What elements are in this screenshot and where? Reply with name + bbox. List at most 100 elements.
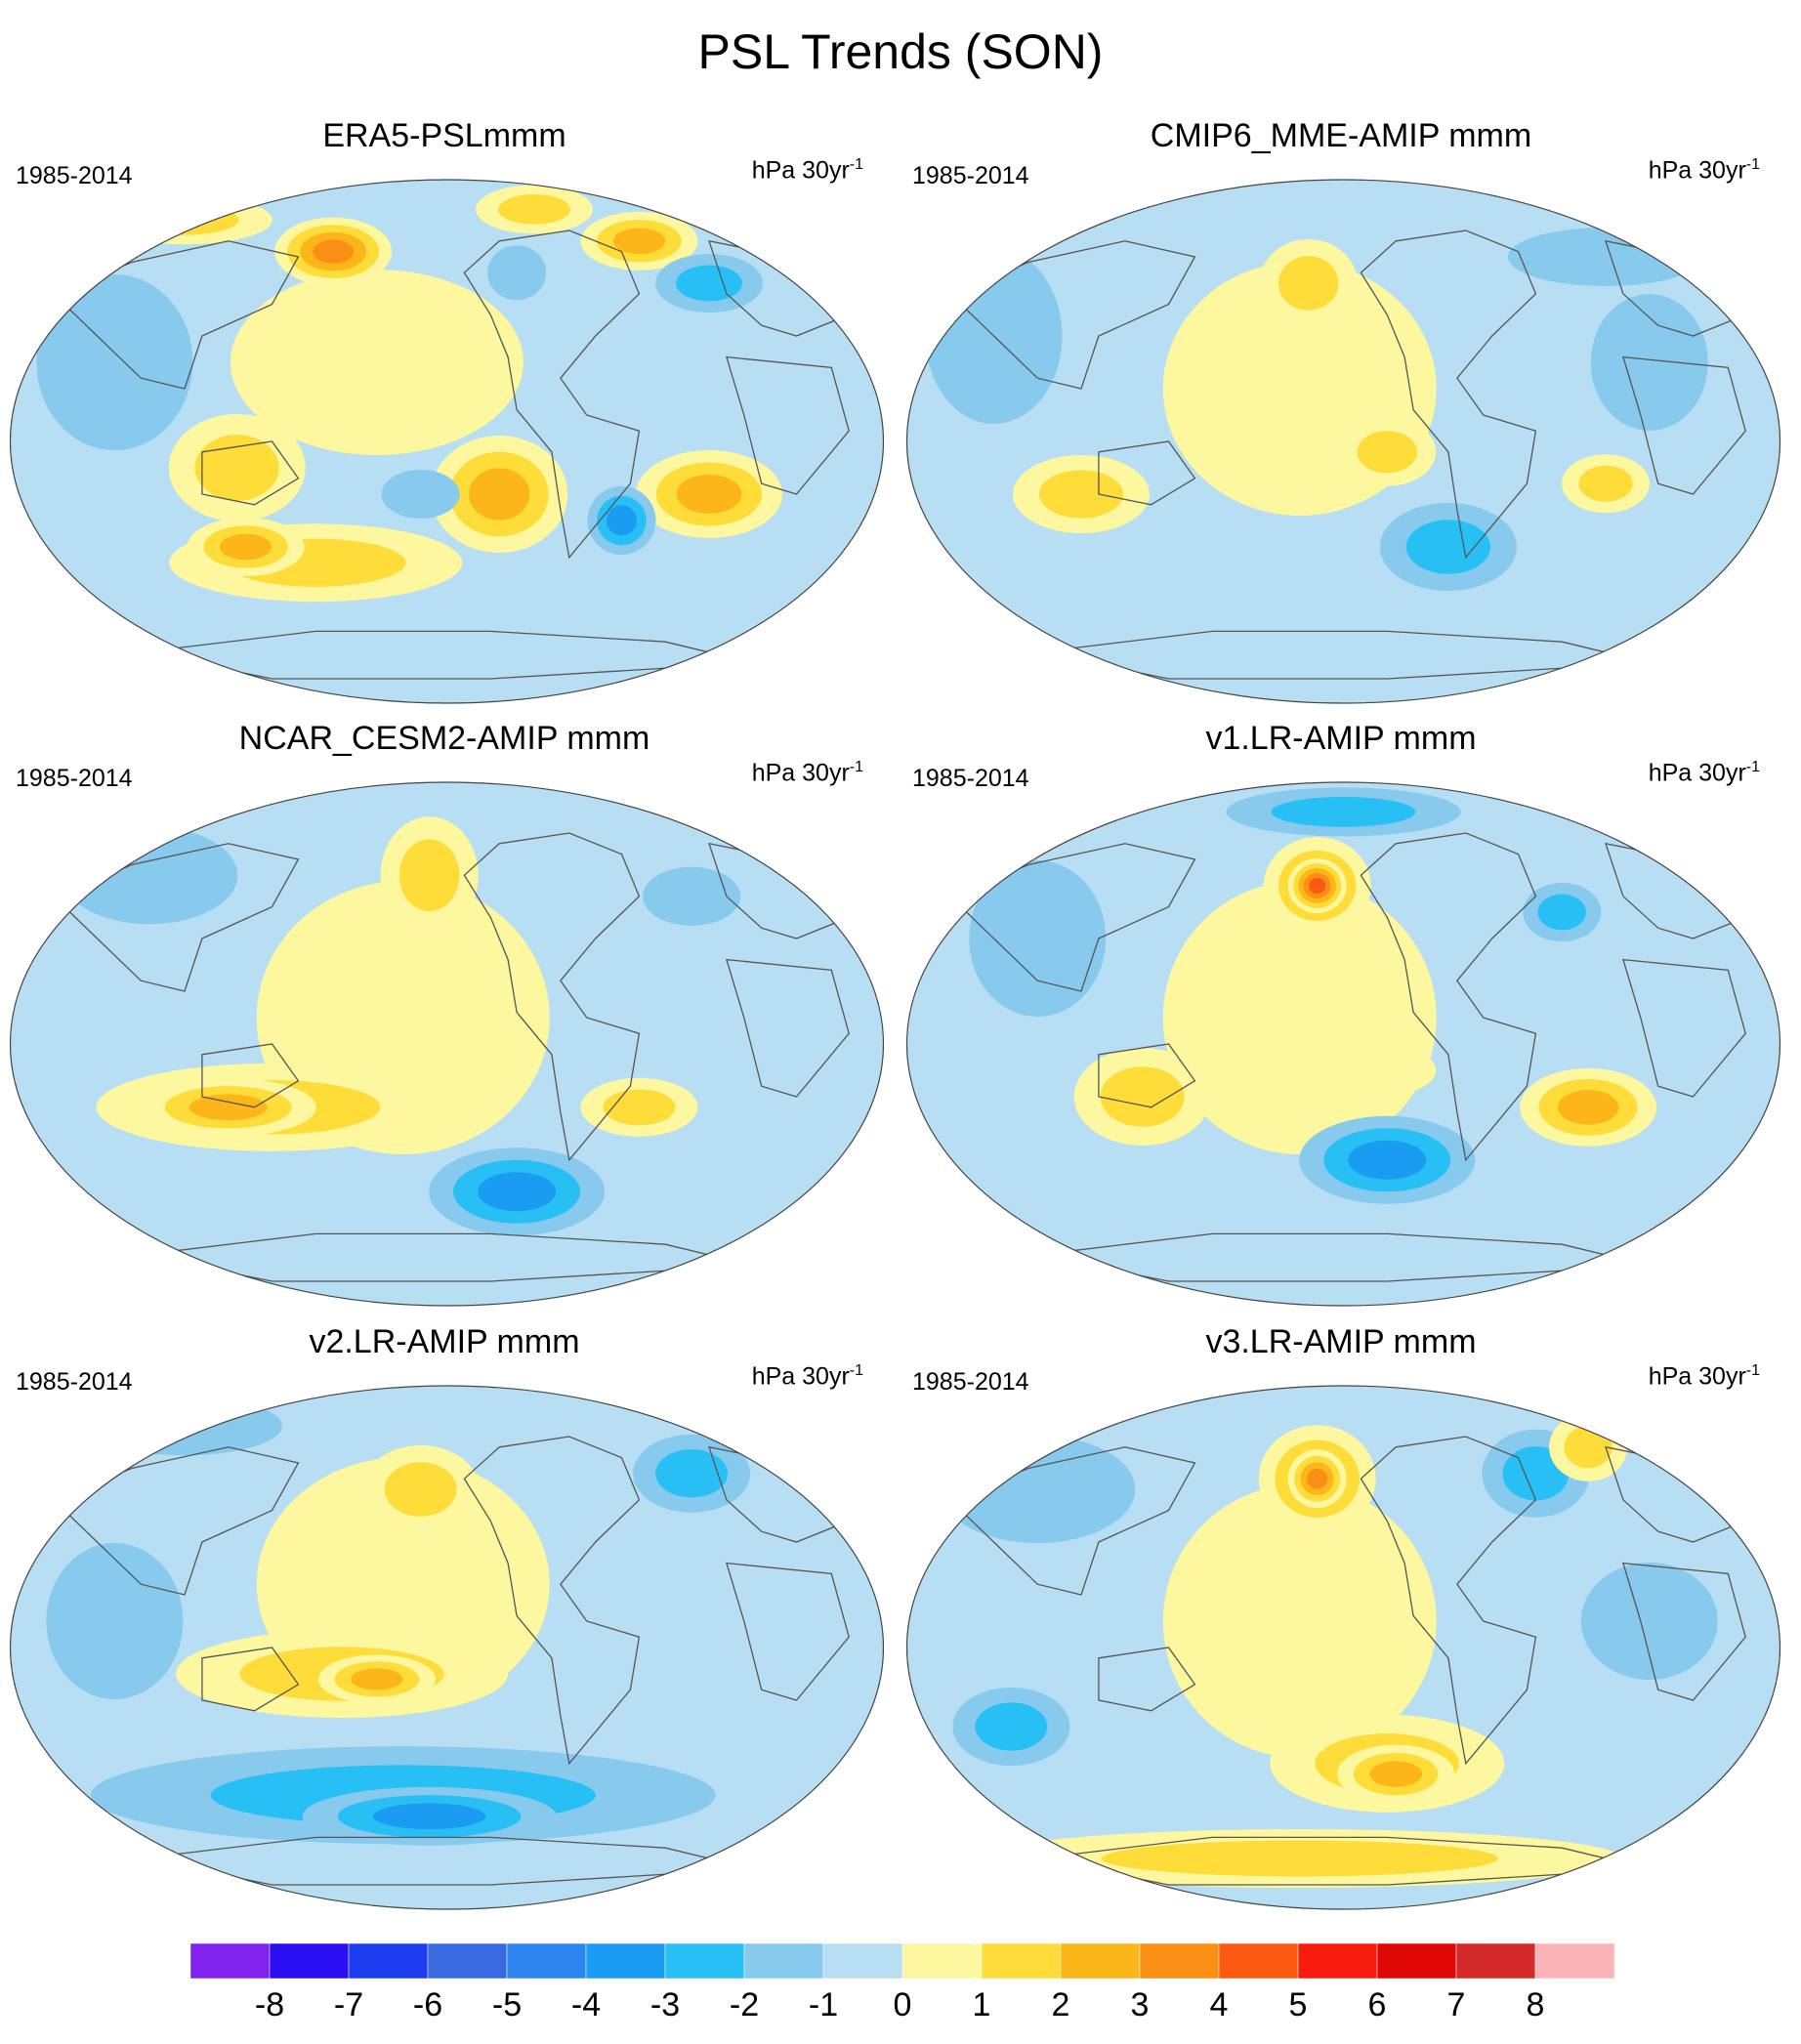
colorbar-box-4 <box>506 1943 587 1980</box>
coastline-3 <box>725 355 850 495</box>
map-panel-4: v1.LR-AMIP mmm 1985-2014 hPa 30yr-1 <box>897 720 1785 1307</box>
panel-title: ERA5-PSLmmm <box>322 117 566 154</box>
coastline-2 <box>948 843 1196 992</box>
trend-contour-6-1 <box>62 826 238 925</box>
panel-units-text: hPa 30yr <box>1648 156 1746 185</box>
colorbar-tick-label: -1 <box>808 1986 839 2023</box>
trend-contour-7-1 <box>87 1397 282 1456</box>
map-border <box>10 179 884 704</box>
trend-contour-12-1 <box>487 245 547 301</box>
coastline-0 <box>1360 832 1537 1162</box>
coastline-2 <box>948 240 1196 390</box>
coastline-0 <box>463 832 641 1162</box>
panel-title: v2.LR-AMIP mmm <box>309 1323 580 1360</box>
panel-units-exponent: -1 <box>849 759 863 775</box>
map-plot <box>906 781 1780 1307</box>
panel-units-exponent: -1 <box>1745 1362 1760 1379</box>
trend-contour-7-2 <box>1537 894 1586 931</box>
trend-contour-3-3 <box>351 1668 403 1690</box>
coastline-4 <box>201 1647 300 1712</box>
trend-contour-8-1 <box>969 860 1107 1017</box>
panel-period: 1985-2014 <box>16 765 133 792</box>
colorbar-tick-label: 7 <box>1446 1986 1466 2023</box>
panel-period: 1985-2014 <box>912 1368 1029 1396</box>
trend-contour-1-2 <box>1277 256 1339 311</box>
colorbar-box-0 <box>190 1943 271 1980</box>
panel-period: 1985-2014 <box>16 162 133 189</box>
panel-units-text: hPa 30yr <box>1648 759 1746 787</box>
trend-contour-4-3 <box>1369 1761 1422 1787</box>
coastline-3 <box>725 1562 850 1701</box>
trend-contour-1-3 <box>469 468 530 521</box>
colorbar-box-16 <box>1455 1943 1536 1980</box>
map-panel-1: ERA5-PSLmmm 1985-2014 hPa 30yr-1 <box>0 117 889 704</box>
colorbar-box-6 <box>664 1943 745 1980</box>
trend-contour-6-2 <box>1271 797 1416 827</box>
panel-units: hPa 30yr-1 <box>1649 1362 1760 1391</box>
colorbar-tick-label: 2 <box>1051 1986 1070 2023</box>
map-panel-3: NCAR_CESM2-AMIP mmm 1985-2014 hPa 30yr-1 <box>0 720 889 1307</box>
map-border <box>906 781 1780 1307</box>
panel-units: hPa 30yr-1 <box>752 759 863 787</box>
trend-contour-3-2 <box>1100 1066 1185 1127</box>
trend-contour-4-2 <box>1578 465 1633 502</box>
trend-contour-10-1 <box>1580 1563 1718 1680</box>
trend-contour-14-3 <box>219 533 272 561</box>
trend-contour-5-3 <box>612 228 666 255</box>
colorbar-tick-label: 5 <box>1288 1986 1308 2023</box>
coastline-2 <box>52 240 300 390</box>
trend-contour-8-2 <box>676 265 742 302</box>
colorbar-box-9 <box>901 1943 983 1980</box>
trend-contour-4-2 <box>603 1089 676 1126</box>
panel-units-exponent: -1 <box>849 156 863 173</box>
colorbar-tick-label: -4 <box>570 1986 602 2023</box>
panel-units: hPa 30yr-1 <box>752 156 863 185</box>
colorbar-tick-label: -2 <box>729 1986 760 2023</box>
colorbar-tick-label: 1 <box>972 1986 991 2023</box>
map-plot <box>10 179 884 704</box>
map-border <box>10 781 884 1307</box>
panel-period: 1985-2014 <box>912 765 1029 792</box>
trend-contour-6-2 <box>498 194 570 225</box>
colorbar-tick-label: -8 <box>254 1986 285 2023</box>
colorbar-box-3 <box>427 1943 508 1980</box>
colorbar-box-17 <box>1534 1943 1615 1980</box>
trend-contour-6-2 <box>655 1449 729 1498</box>
colorbar-box-5 <box>585 1943 666 1980</box>
trend-contour-2-2 <box>194 435 279 501</box>
trend-contour-3-2 <box>1038 470 1124 519</box>
colorbar-tick-label: -6 <box>412 1986 443 2023</box>
panel-title: v1.LR-AMIP mmm <box>1205 720 1477 757</box>
coastline-0 <box>1360 1436 1537 1766</box>
colorbar-tick-label: 4 <box>1209 1986 1229 2023</box>
trend-contour-5-2 <box>1405 520 1490 574</box>
trend-contour-2-4 <box>1307 1468 1328 1489</box>
coastline-0 <box>463 229 641 560</box>
colorbar-tick-label: -5 <box>491 1986 523 2023</box>
trend-contour-9-3 <box>606 505 638 536</box>
trend-contour-4-4 <box>313 239 355 264</box>
trend-contour-9-2 <box>975 1702 1048 1751</box>
trend-contour-6-1 <box>1508 228 1703 286</box>
trend-contour-7-2 <box>130 204 239 235</box>
map-panel-2: CMIP6_MME-AMIP mmm 1985-2014 hPa 30yr-1 <box>897 117 1785 704</box>
map-border <box>906 179 1780 704</box>
panel-units-exponent: -1 <box>1745 759 1760 775</box>
map-border <box>906 1385 1780 1910</box>
map-plot <box>906 179 1780 704</box>
coastline-4 <box>1098 440 1196 506</box>
panel-title: NCAR_CESM2-AMIP mmm <box>238 720 650 757</box>
coastline-4 <box>201 1043 300 1108</box>
coastline-2 <box>52 1446 300 1596</box>
panel-units-exponent: -1 <box>1745 156 1760 173</box>
trend-contour-1-2 <box>398 839 460 912</box>
trend-contour-9-1 <box>1338 1046 1437 1095</box>
colorbar-tick-label: -7 <box>333 1986 364 2023</box>
trend-contour-4-3 <box>1557 1090 1619 1125</box>
map-panel-6: v3.LR-AMIP mmm 1985-2014 hPa 30yr-1 <box>897 1323 1785 1910</box>
coastline-4 <box>1098 1647 1196 1712</box>
panel-units: hPa 30yr-1 <box>1649 156 1760 185</box>
trend-contour-10-1 <box>381 470 460 519</box>
trend-contour-2-5 <box>1309 878 1326 894</box>
map-panel-5: v2.LR-AMIP mmm 1985-2014 hPa 30yr-1 <box>0 1323 889 1910</box>
